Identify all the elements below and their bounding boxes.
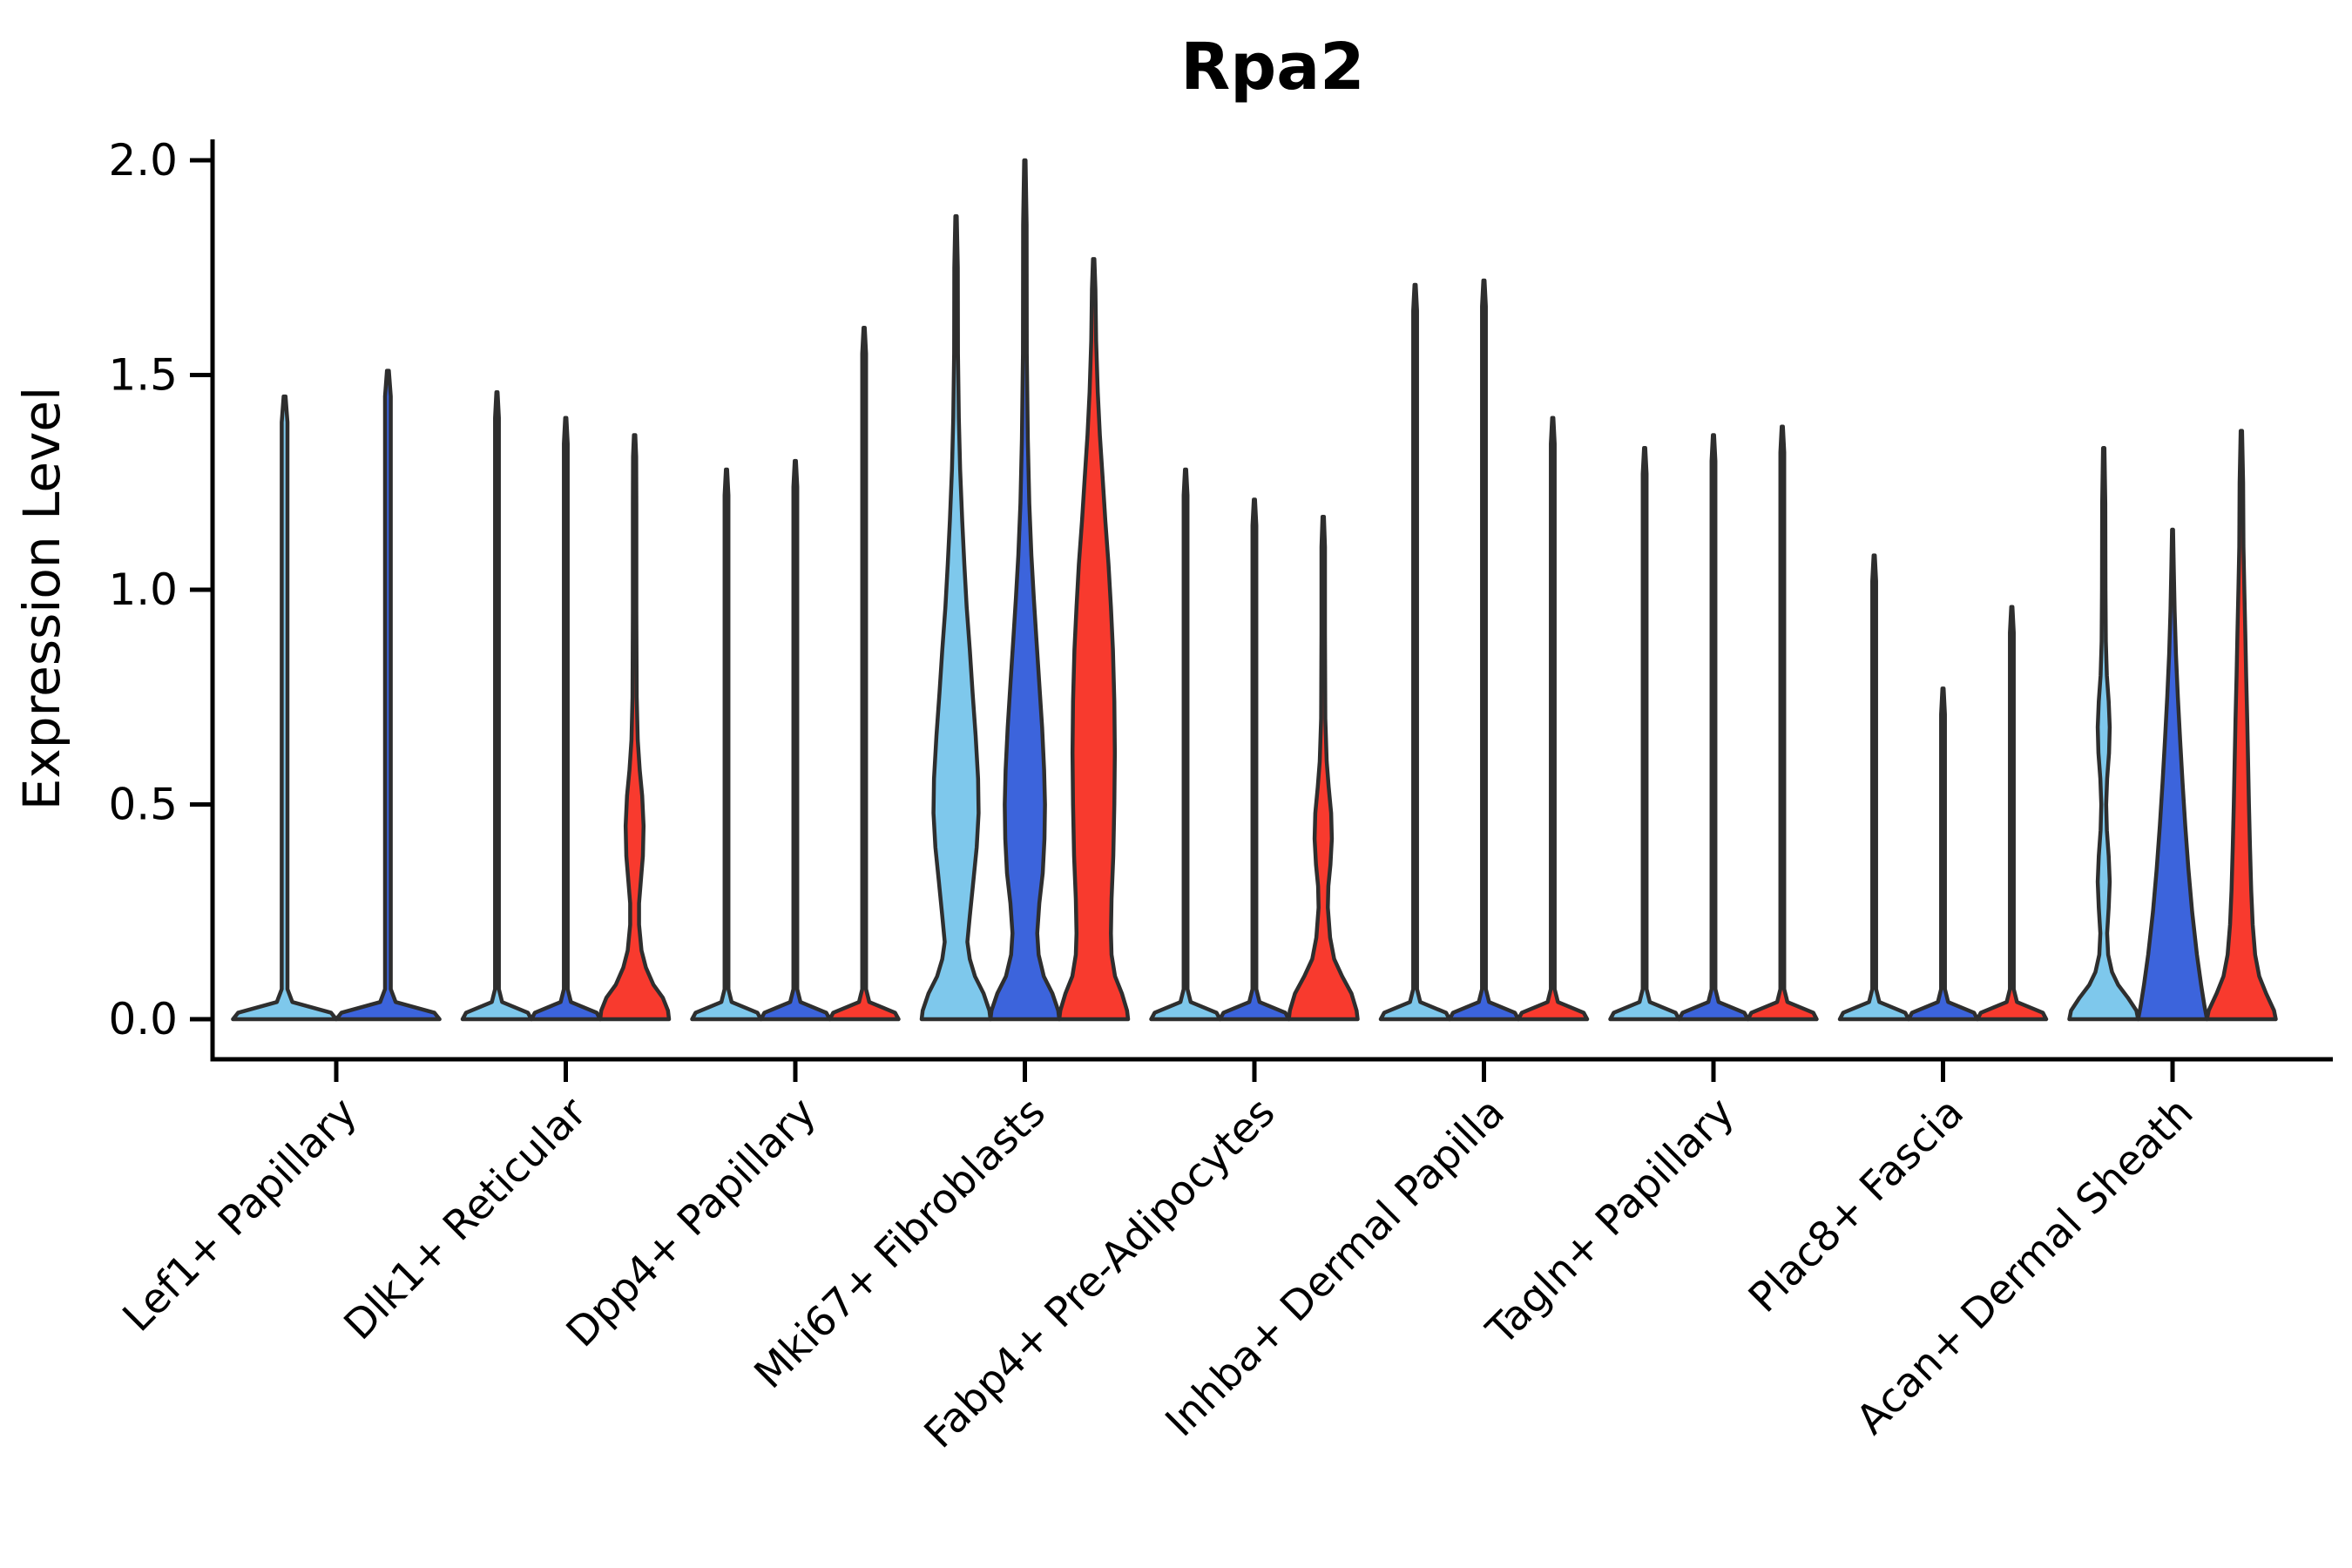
violin [1057, 257, 1131, 1022]
chart-title: Rpa2 [1180, 30, 1364, 105]
violin [828, 326, 901, 1022]
violin [1975, 605, 2049, 1022]
violin [1608, 446, 1681, 1022]
violin-layer [231, 158, 2278, 1022]
violin [1516, 416, 1590, 1022]
y-axis-label: Expression Level [12, 387, 71, 810]
violin [1218, 497, 1291, 1022]
y-tick-label: 1.5 [108, 350, 178, 401]
violin [1837, 553, 1911, 1022]
violin [2067, 446, 2140, 1022]
y-tick-label: 0.5 [108, 780, 178, 830]
violin [460, 389, 534, 1022]
violin [988, 158, 1062, 1022]
y-tick-label: 0.0 [108, 994, 178, 1044]
violin [1677, 433, 1750, 1022]
violin [1378, 282, 1452, 1022]
violin [1287, 514, 1360, 1022]
violin [1149, 467, 1222, 1022]
violin [231, 394, 339, 1022]
violin [919, 213, 993, 1022]
violin [334, 368, 442, 1022]
violin [759, 458, 832, 1022]
violin [2205, 429, 2278, 1022]
violin [529, 416, 603, 1022]
violin [1906, 686, 1980, 1022]
violin [1746, 424, 1819, 1022]
violin [1447, 278, 1521, 1022]
y-tick-label: 2.0 [108, 135, 178, 186]
violin [598, 433, 672, 1022]
y-tick-label: 1.0 [108, 564, 178, 615]
violin [690, 467, 763, 1022]
violin [2136, 527, 2209, 1022]
